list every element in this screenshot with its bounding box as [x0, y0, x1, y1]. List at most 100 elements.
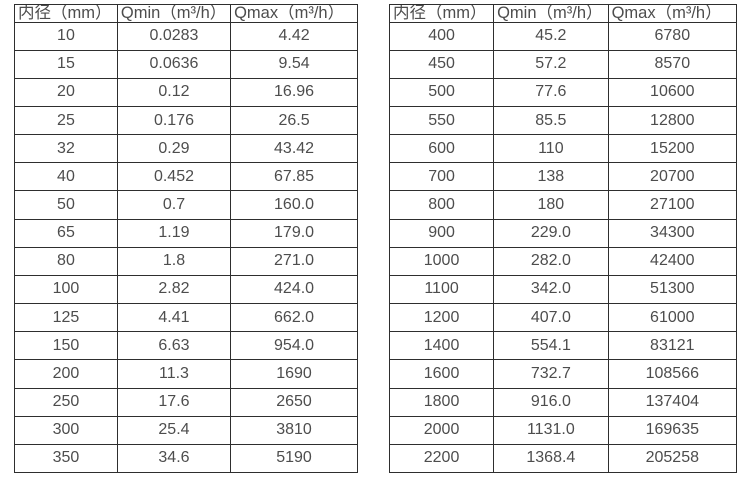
- table-cell: 2200: [388, 443, 495, 474]
- table-row: 800 180 27100: [388, 190, 738, 220]
- column-header-diameter: 内径（mm）: [388, 4, 495, 23]
- table-cell: 424.0: [230, 274, 358, 305]
- table-row: 1400 554.1 83121: [388, 331, 738, 361]
- table-cell: 51300: [607, 274, 738, 305]
- table-cell: 0.452: [116, 162, 232, 192]
- table-row: 15 0.0636 9.54: [14, 49, 358, 79]
- table-cell: 400: [388, 21, 495, 51]
- table-cell: 4.41: [116, 303, 232, 333]
- table-cell: 200: [14, 359, 118, 389]
- table-cell: 169635: [607, 415, 738, 445]
- table-cell: 1400: [388, 331, 495, 361]
- table-cell: 450: [388, 49, 495, 79]
- table-cell: 2650: [230, 387, 358, 417]
- table-cell: 0.176: [116, 105, 232, 136]
- table-cell: 900: [388, 218, 495, 248]
- table-cell: 1200: [388, 303, 495, 333]
- table-cell: 50: [14, 190, 118, 220]
- table-row: 20 0.12 16.96: [14, 77, 358, 107]
- table-row: 550 85.5 12800: [388, 105, 738, 136]
- table-cell: 550: [388, 105, 495, 136]
- table-cell: 3810: [230, 415, 358, 445]
- table-cell: 61000: [607, 303, 738, 333]
- table-cell: 42400: [607, 246, 738, 276]
- table-cell: 32: [14, 134, 118, 164]
- table-cell: 34300: [607, 218, 738, 248]
- table-cell: 2.82: [116, 274, 232, 305]
- table-row: 300 25.4 3810: [14, 415, 358, 445]
- table-cell: 1000: [388, 246, 495, 276]
- column-header-qmax: Qmax（m³/h）: [230, 4, 358, 23]
- column-header-qmax: Qmax（m³/h）: [607, 4, 738, 23]
- table-row: 1100 342.0 51300: [388, 274, 738, 305]
- table-cell: 0.12: [116, 77, 232, 107]
- table-row: 400 45.2 6780: [388, 21, 738, 51]
- table-cell: 342.0: [493, 274, 609, 305]
- table-cell: 800: [388, 190, 495, 220]
- table-cell: 1100: [388, 274, 495, 305]
- table-cell: 700: [388, 162, 495, 192]
- table-cell: 4.42: [230, 21, 358, 51]
- table-cell: 125: [14, 303, 118, 333]
- table-cell: 205258: [607, 443, 738, 474]
- table-cell: 150: [14, 331, 118, 361]
- table-cell: 100: [14, 274, 118, 305]
- flow-spec-table-small-diameters: 内径（mm） Qmin（m³/h） Qmax（m³/h） 10 0.0283 4.4…: [14, 4, 358, 474]
- table-cell: 1690: [230, 359, 358, 389]
- table-row: 900 229.0 34300: [388, 218, 738, 248]
- table-cell: 10: [14, 21, 118, 51]
- table-cell: 65: [14, 218, 118, 248]
- table-cell: 9.54: [230, 49, 358, 79]
- table-cell: 25.4: [116, 415, 232, 445]
- table-cell: 137404: [607, 387, 738, 417]
- table-cell: 45.2: [493, 21, 609, 51]
- table-header-row: 内径（mm） Qmin（m³/h） Qmax（m³/h）: [14, 4, 358, 23]
- table-row: 125 4.41 662.0: [14, 303, 358, 333]
- table-cell: 57.2: [493, 49, 609, 79]
- table-cell: 954.0: [230, 331, 358, 361]
- table-row: 10 0.0283 4.42: [14, 21, 358, 51]
- table-cell: 6780: [607, 21, 738, 51]
- table-cell: 0.0283: [116, 21, 232, 51]
- table-cell: 6.63: [116, 331, 232, 361]
- table-row: 80 1.8 271.0: [14, 246, 358, 276]
- table-cell: 282.0: [493, 246, 609, 276]
- table-cell: 40: [14, 162, 118, 192]
- table-row: 500 77.6 10600: [388, 77, 738, 107]
- table-row: 40 0.452 67.85: [14, 162, 358, 192]
- table-cell: 110: [493, 134, 609, 164]
- table-cell: 15: [14, 49, 118, 79]
- table-cell: 229.0: [493, 218, 609, 248]
- table-cell: 11.3: [116, 359, 232, 389]
- table-row: 200 11.3 1690: [14, 359, 358, 389]
- table-cell: 26.5: [230, 105, 358, 136]
- table-row: 600 110 15200: [388, 134, 738, 164]
- table-cell: 67.85: [230, 162, 358, 192]
- table-row: 2200 1368.4 205258: [388, 443, 738, 474]
- column-header-diameter: 内径（mm）: [14, 4, 118, 23]
- table-cell: 16.96: [230, 77, 358, 107]
- table-row: 65 1.19 179.0: [14, 218, 358, 248]
- table-row: 25 0.176 26.5: [14, 105, 358, 136]
- table-row: 450 57.2 8570: [388, 49, 738, 79]
- table-cell: 350: [14, 443, 118, 474]
- table-cell: 1368.4: [493, 443, 609, 474]
- table-row: 1800 916.0 137404: [388, 387, 738, 417]
- table-body: 10 0.0283 4.42 15 0.0636 9.54 20 0.12 16.96 25 0.1…: [14, 21, 358, 474]
- table-cell: 179.0: [230, 218, 358, 248]
- table-cell: 180: [493, 190, 609, 220]
- table-cell: 43.42: [230, 134, 358, 164]
- table-cell: 5190: [230, 443, 358, 474]
- table-body: 400 45.2 6780 450 57.2 8570 500 77.6 10600 550 85.…: [388, 21, 738, 474]
- table-cell: 12800: [607, 105, 738, 136]
- table-cell: 662.0: [230, 303, 358, 333]
- table-cell: 15200: [607, 134, 738, 164]
- table-cell: 0.7: [116, 190, 232, 220]
- table-row: 2000 1131.0 169635: [388, 415, 738, 445]
- table-row: 50 0.7 160.0: [14, 190, 358, 220]
- table-cell: 138: [493, 162, 609, 192]
- table-cell: 916.0: [493, 387, 609, 417]
- table-row: 1600 732.7 108566: [388, 359, 738, 389]
- table-header-row: 内径（mm） Qmin（m³/h） Qmax（m³/h）: [388, 4, 738, 23]
